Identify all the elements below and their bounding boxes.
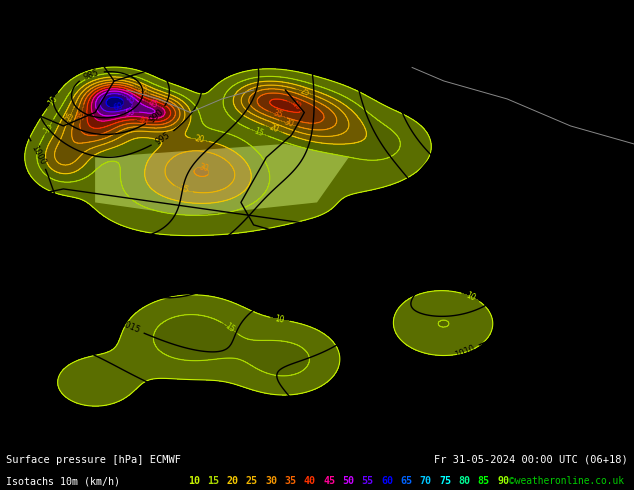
Text: 1015: 1015 xyxy=(450,255,473,271)
Text: 1020: 1020 xyxy=(41,406,61,427)
Polygon shape xyxy=(95,144,349,216)
Text: 55: 55 xyxy=(122,93,136,106)
Text: 20: 20 xyxy=(226,476,238,486)
Text: 15: 15 xyxy=(207,476,219,486)
Text: 85: 85 xyxy=(478,476,489,486)
Text: 65: 65 xyxy=(401,476,412,486)
Text: 45: 45 xyxy=(146,98,159,110)
Text: 25: 25 xyxy=(178,184,190,196)
Text: 10: 10 xyxy=(188,476,200,486)
Text: 90: 90 xyxy=(497,476,509,486)
Text: 10: 10 xyxy=(46,94,59,107)
Text: 1025: 1025 xyxy=(543,72,566,91)
Text: Isotachs 10m (km/h): Isotachs 10m (km/h) xyxy=(6,476,120,486)
Text: 1000: 1000 xyxy=(30,144,48,166)
Text: 20: 20 xyxy=(268,123,280,135)
Text: 75: 75 xyxy=(439,476,451,486)
Text: 1015: 1015 xyxy=(591,48,614,67)
Text: 25: 25 xyxy=(245,476,257,486)
Text: 1015: 1015 xyxy=(17,430,38,451)
Text: 1010: 1010 xyxy=(586,6,609,25)
Text: 60: 60 xyxy=(113,101,125,113)
Text: 45: 45 xyxy=(323,476,335,486)
Text: 30: 30 xyxy=(136,84,148,96)
Text: 1010: 1010 xyxy=(42,6,65,24)
Text: 35: 35 xyxy=(76,109,87,120)
Text: Fr 31-05-2024 00:00 UTC (06+18): Fr 31-05-2024 00:00 UTC (06+18) xyxy=(434,455,628,465)
Text: 1005: 1005 xyxy=(116,4,139,19)
Text: 1005: 1005 xyxy=(531,334,553,355)
Text: 35: 35 xyxy=(284,476,296,486)
Text: 985: 985 xyxy=(82,68,100,82)
Text: 15: 15 xyxy=(252,126,265,138)
Text: 50: 50 xyxy=(342,476,354,486)
Text: 25: 25 xyxy=(64,110,76,122)
Text: 30: 30 xyxy=(265,476,277,486)
Text: 30: 30 xyxy=(198,162,209,173)
Text: 990: 990 xyxy=(147,107,165,124)
Text: 20: 20 xyxy=(194,134,205,145)
Text: 10: 10 xyxy=(465,291,477,303)
Text: 1015: 1015 xyxy=(118,319,141,335)
Text: 10: 10 xyxy=(275,314,285,325)
Text: 1010: 1010 xyxy=(344,31,356,53)
Text: 1000: 1000 xyxy=(456,433,478,452)
Text: 55: 55 xyxy=(361,476,373,486)
Text: 25: 25 xyxy=(299,86,311,98)
Text: 1000: 1000 xyxy=(609,369,631,389)
Text: 1010: 1010 xyxy=(453,343,476,359)
Text: 60: 60 xyxy=(381,476,393,486)
Text: 15: 15 xyxy=(223,321,236,335)
Text: ©weatheronline.co.uk: ©weatheronline.co.uk xyxy=(510,476,624,486)
Text: 40: 40 xyxy=(304,476,316,486)
Text: 15: 15 xyxy=(42,121,55,134)
Text: 40: 40 xyxy=(139,116,150,126)
Text: 50: 50 xyxy=(124,108,135,118)
Text: 1020: 1020 xyxy=(506,174,529,190)
Text: 35: 35 xyxy=(272,109,284,121)
Text: 30: 30 xyxy=(282,118,294,129)
Text: Surface pressure [hPa] ECMWF: Surface pressure [hPa] ECMWF xyxy=(6,455,181,465)
Text: 995: 995 xyxy=(153,130,172,147)
Text: 70: 70 xyxy=(420,476,432,486)
Text: 40: 40 xyxy=(290,99,302,112)
Text: 1025: 1025 xyxy=(180,439,203,452)
Text: 80: 80 xyxy=(458,476,470,486)
Text: 1015: 1015 xyxy=(459,178,481,198)
